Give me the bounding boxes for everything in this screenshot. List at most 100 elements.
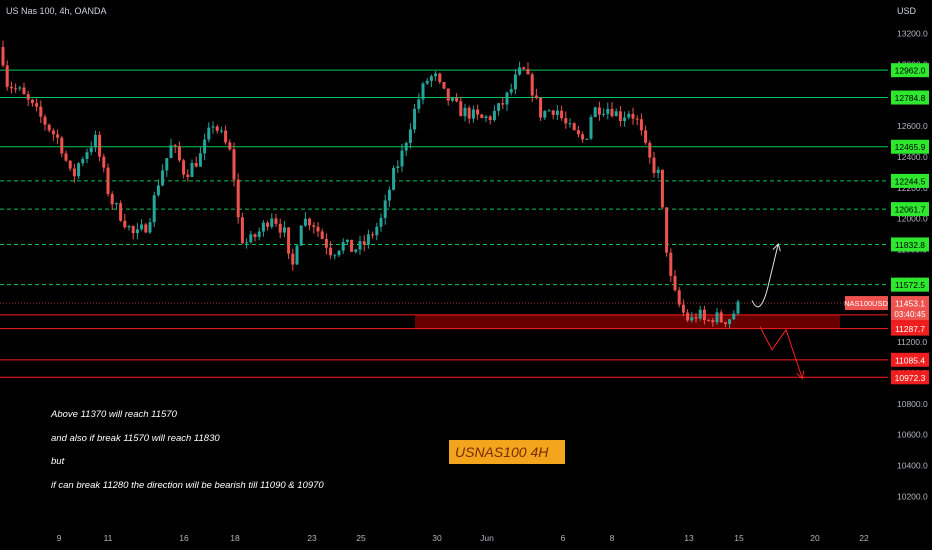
candle-body [635, 118, 639, 120]
candle-body [64, 153, 68, 161]
candle-body [215, 126, 219, 131]
x-tick-label: Jun [480, 533, 494, 543]
candle-body [480, 114, 484, 118]
x-tick-label: 20 [810, 533, 820, 543]
level-label-bg [891, 370, 929, 385]
candle-body [610, 108, 614, 117]
candle-body [324, 238, 328, 248]
candle-body [606, 108, 610, 114]
candle-body [631, 113, 635, 119]
candle-body [534, 95, 538, 98]
candle-body [547, 110, 551, 112]
candle-body [686, 312, 690, 321]
candle-body [119, 203, 123, 221]
candle-body [438, 73, 442, 82]
candle-body [207, 127, 211, 140]
candle-body [732, 313, 736, 320]
candle-body [68, 160, 72, 169]
candle-body [350, 239, 354, 252]
candle-body [476, 109, 480, 115]
level-label-10972.3: 10972.3 [895, 373, 926, 383]
symbol-tag: NAS100USD [844, 299, 888, 308]
candle-body [303, 218, 307, 226]
zone-layer [415, 314, 840, 329]
currency-label: USD [897, 6, 917, 16]
candle-body [379, 217, 383, 227]
x-tick-label: 23 [307, 533, 317, 543]
y-tick-label: 10600.0 [897, 430, 928, 440]
candle-body [652, 157, 656, 173]
x-tick-label: 22 [859, 533, 869, 543]
candle-body [354, 249, 358, 252]
candle-body [102, 156, 106, 168]
candle-body [358, 241, 362, 250]
candle-body [186, 174, 190, 177]
note-line-3: but [51, 456, 65, 467]
candle-body [614, 111, 618, 117]
candle-body [673, 275, 677, 291]
candle-body [219, 130, 223, 132]
level-label-bg [891, 321, 929, 336]
x-tick-label: 11 [104, 533, 113, 543]
level-label-11832.8: 11832.8 [895, 240, 925, 250]
candle-body [644, 130, 648, 143]
candle-body [463, 107, 467, 117]
level-label-bg [891, 237, 929, 252]
candle-body [707, 320, 711, 322]
candle-body [287, 227, 291, 254]
candle-body [270, 218, 274, 227]
candle-body [677, 290, 681, 305]
y-tick-label: 10800.0 [897, 399, 928, 409]
candle-body [22, 87, 26, 95]
candle-body [161, 170, 165, 186]
candle-body [30, 99, 34, 104]
y-tick-label: 10400.0 [897, 461, 928, 471]
candle-body [198, 153, 202, 167]
candle-body [60, 137, 64, 154]
candle-body [165, 158, 169, 171]
candle-body [236, 179, 240, 218]
level-label-bg [891, 352, 929, 367]
candle-body [568, 123, 572, 125]
candle-body [698, 309, 702, 319]
candle-body [471, 109, 475, 119]
candle-body [589, 117, 593, 139]
candle-body [660, 169, 664, 208]
note-line-4: if can break 11280 the direction will be… [51, 480, 324, 491]
candle-body [572, 123, 576, 131]
candle-body [555, 110, 559, 115]
symbol-title[interactable]: US Nas 100, 4h, OANDA [6, 6, 107, 16]
candle-body [56, 134, 60, 138]
candle-body [392, 167, 396, 190]
candle-body [177, 146, 181, 161]
level-label-12244.5: 12244.5 [895, 176, 926, 186]
candle-body [543, 111, 547, 118]
candle-body [39, 106, 43, 117]
candle-body [337, 250, 341, 256]
candle-body [266, 222, 270, 227]
bearish-scenario-arrow [759, 326, 802, 378]
candle-body [341, 242, 345, 251]
candle-body [694, 317, 698, 319]
candle-body [505, 92, 509, 105]
last-price-bg [891, 296, 929, 321]
level-label-12465.9: 12465.9 [895, 142, 926, 152]
candle-body [627, 113, 631, 118]
y-tick-label: 12400.0 [897, 152, 928, 162]
bullish-scenario-arrow [751, 245, 778, 308]
candle-body [509, 89, 513, 93]
candle-body [299, 225, 303, 246]
level-labels: 12962.0 12784.8 12465.9 12244.5 12061.7 11832… [844, 63, 929, 385]
x-tick-label: 18 [230, 533, 240, 543]
y-tick-label: 13200.0 [897, 28, 928, 38]
level-label-bg [891, 173, 929, 188]
candle-body [421, 83, 425, 100]
level-label-bg [891, 63, 929, 78]
candle-body [488, 116, 492, 121]
candle-body [72, 168, 76, 177]
candle-body [257, 231, 261, 237]
candle-body [295, 245, 299, 265]
candle-body [413, 108, 417, 130]
candle-body [648, 142, 652, 158]
